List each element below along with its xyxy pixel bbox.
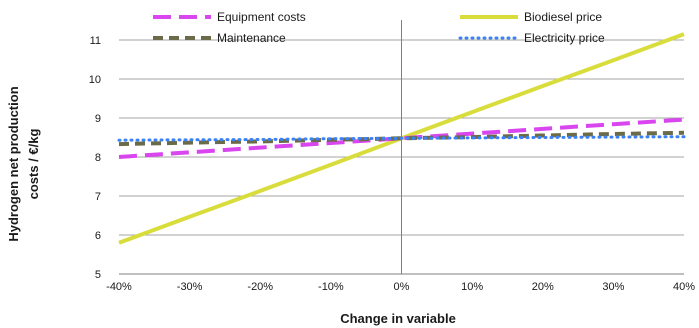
x-axis-title: Change in variable <box>340 311 456 326</box>
y-tick-label: 11 <box>90 35 101 47</box>
x-tick-label: -10% <box>318 281 344 293</box>
x-tick-label: 30% <box>602 281 624 293</box>
y-tick-label: 6 <box>95 230 101 242</box>
x-tick-label: 20% <box>532 281 554 293</box>
legend: Equipment costs Biodiesel price Maintenanc… <box>153 10 605 45</box>
series-line-equipment-costs <box>118 117 685 159</box>
y-tick-label: 8 <box>95 152 101 164</box>
y-tick-label: 9 <box>95 113 101 125</box>
legend-item: Biodiesel price <box>460 10 602 24</box>
y-axis-title-line-1: Hydrogen net production <box>6 86 21 241</box>
x-tick-label: 40% <box>673 281 695 293</box>
x-tick-label: -30% <box>177 281 203 293</box>
x-tick-label: 0% <box>394 281 410 293</box>
y-tick-label: 5 <box>95 269 101 281</box>
y-tick-label: 7 <box>95 191 101 203</box>
legend-label: Maintenance <box>217 31 286 45</box>
legend-label: Biodiesel price <box>524 10 602 24</box>
y-tick-label: 10 <box>89 74 101 86</box>
x-tick-label: -20% <box>247 281 273 293</box>
x-tick-label: 10% <box>461 281 483 293</box>
legend-item: Electricity price <box>458 31 605 45</box>
legend-item: Equipment costs <box>153 10 306 24</box>
y-axis-title-line-2: costs / €/kg <box>26 129 41 200</box>
legend-label: Equipment costs <box>217 10 306 24</box>
series-line-maintenance <box>118 130 685 147</box>
x-tick-label: -40% <box>106 281 132 293</box>
tick-labels: 5 6 7 8 9 10 11 -40% -30% -20% -10% 0% 10% 20% 30% 40% <box>89 35 695 293</box>
legend-item: Maintenance <box>153 31 286 45</box>
legend-label: Electricity price <box>524 31 605 45</box>
axes <box>119 20 684 275</box>
